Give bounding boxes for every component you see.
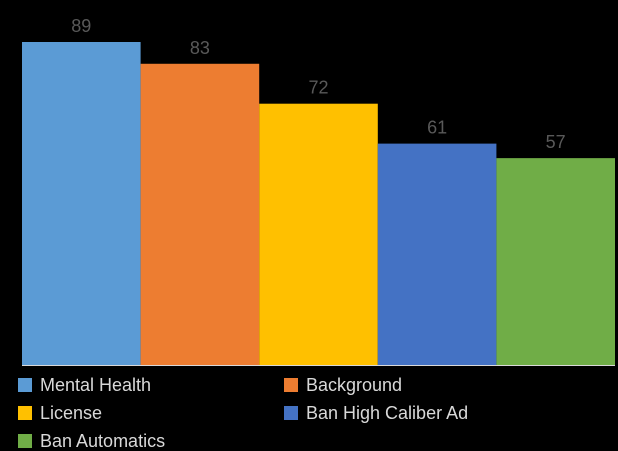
legend-item-2: Background [284,375,402,395]
legend-swatch-1 [18,378,32,392]
legend-swatch-5 [18,434,32,448]
legend-label-4: Ban High Caliber Ad [306,403,468,423]
legend-item-5: Ban Automatics [18,431,165,451]
legend-swatch-4 [284,406,298,420]
data-label-5: 57 [546,132,566,152]
legend-label-2: Background [306,375,402,395]
bar-3 [259,103,378,365]
legend-item-3: License [18,403,102,423]
data-label-2: 83 [190,38,210,58]
bar-5 [496,158,615,365]
bar-group [22,42,615,365]
legend: Mental Health Background License Ban High C… [18,375,468,451]
bar-1 [22,42,141,365]
data-label-1: 89 [71,16,91,36]
legend-label-3: License [40,403,102,423]
data-label-3: 72 [308,78,328,98]
legend-label-5: Ban Automatics [40,431,165,451]
legend-swatch-2 [284,378,298,392]
data-label-4: 61 [427,118,447,138]
legend-item-4: Ban High Caliber Ad [284,403,468,423]
legend-label-1: Mental Health [40,375,151,395]
legend-swatch-3 [18,406,32,420]
data-label-group: 89 83 72 61 57 [71,16,565,152]
legend-item-1: Mental Health [18,375,151,395]
bar-4 [377,143,497,365]
bar-2 [140,63,260,365]
